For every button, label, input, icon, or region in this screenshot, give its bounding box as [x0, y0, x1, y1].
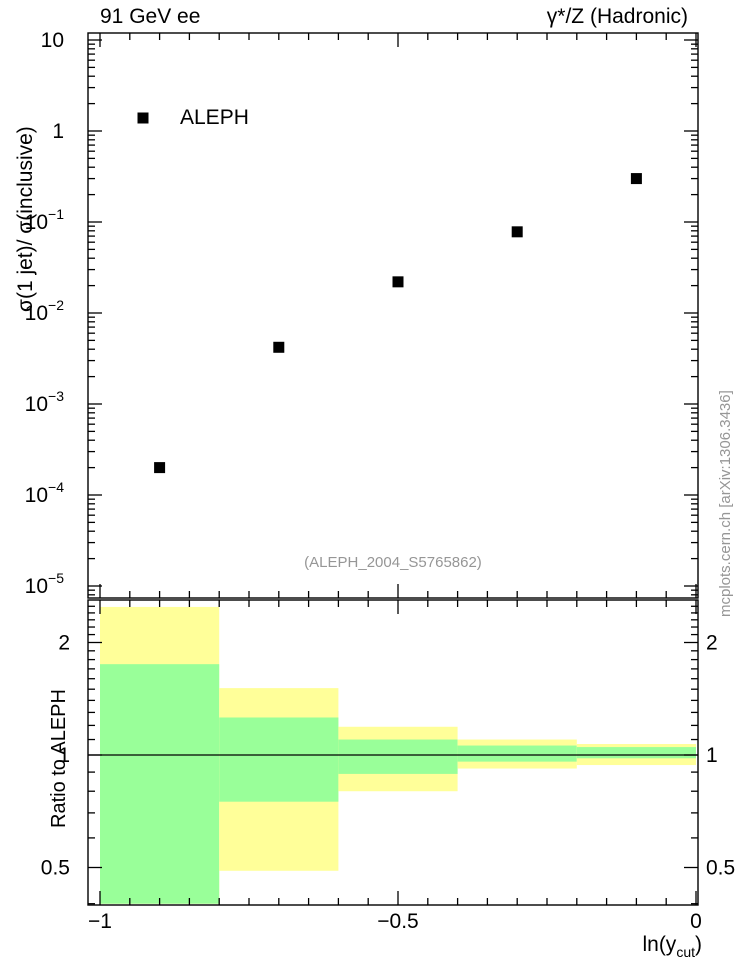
x-tick-label: −1 — [88, 910, 112, 933]
data-point-marker — [630, 173, 642, 185]
main-y-tick-label: 10−4 — [25, 479, 65, 507]
ratio-y-tick-label-left: 1 — [58, 744, 70, 767]
x-axis-label-suffix: ) — [695, 933, 702, 956]
band-inner — [338, 739, 458, 774]
tick-labels: 10 1 10−1 10−2 10−3 10−4 10−5 0.5 0.5 1 1 2 2 −1 −0.5 0 — [25, 29, 736, 933]
data-point-marker — [511, 226, 523, 238]
x-axis-label: ln(ycut) — [642, 933, 702, 960]
x-axis-label-prefix: ln(y — [642, 933, 677, 956]
main-y-tick-label: 10 — [41, 29, 64, 52]
x-tick-label: −0.5 — [377, 910, 418, 933]
main-y-axis-label: σ(1 jet)/ σ(inclusive) — [14, 126, 37, 312]
band-inner — [457, 745, 577, 762]
data-point-marker — [154, 462, 166, 474]
main-frame — [87, 32, 699, 599]
mcplots-arxiv-caption: mcplots.cern.ch [arXiv:1306.3436] — [717, 390, 734, 617]
legend-label-aleph: ALEPH — [180, 106, 249, 129]
data-point-marker — [273, 341, 285, 353]
main-y-tick-label: 10−5 — [25, 570, 65, 598]
x-axis-label-subscript: cut — [676, 944, 695, 960]
legend-marker-square — [137, 112, 149, 124]
ratio-frame — [87, 599, 699, 906]
ratio-y-tick-label-left: 0.5 — [41, 857, 70, 880]
band-inner — [576, 747, 696, 759]
beam-energy-title: 91 GeV ee — [100, 5, 201, 28]
ratio-y-tick-label-right: 0.5 — [706, 857, 735, 880]
band-inner — [100, 664, 220, 904]
main-y-tick-label: 10−2 — [25, 297, 65, 325]
main-y-tick-label: 1 — [52, 120, 64, 143]
axis-ticks — [88, 33, 698, 905]
main-y-tick-label: 10−3 — [25, 388, 65, 416]
band-inner — [219, 717, 339, 802]
ratio-y-tick-label-right: 2 — [706, 632, 718, 655]
data-point-marker — [392, 276, 404, 288]
ratio-y-tick-label-left: 2 — [58, 632, 70, 655]
main-y-tick-label: 10−1 — [25, 206, 65, 234]
x-tick-label: 0 — [690, 910, 702, 933]
process-title: γ*/Z (Hadronic) — [546, 5, 688, 28]
analysis-id-watermark: (ALEPH_2004_S5765862) — [304, 554, 482, 571]
ratio-y-tick-label-right: 1 — [706, 744, 718, 767]
ratio-y-axis-label: Ratio to ALEPH — [48, 689, 70, 828]
data-points-aleph — [154, 173, 642, 474]
